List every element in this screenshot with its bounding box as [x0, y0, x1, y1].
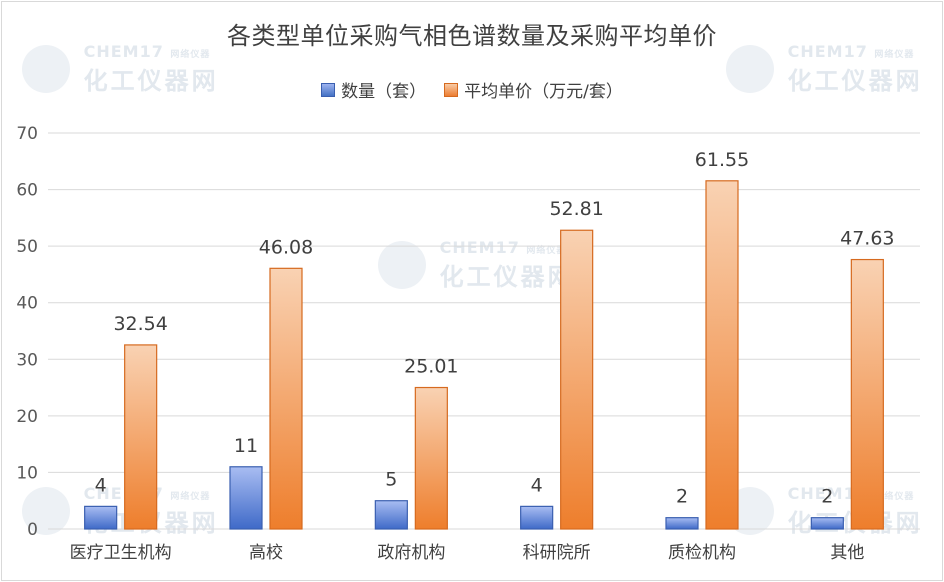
legend-item-price: 平均单价（万元/套） [444, 77, 623, 102]
bar-price [705, 180, 739, 530]
y-tick-label: 20 [16, 407, 38, 427]
legend-item-quantity: 数量（套） [321, 77, 426, 102]
data-label-price: 25.01 [404, 356, 458, 378]
legend-label-quantity: 数量（套） [341, 82, 427, 102]
bar-price [560, 229, 594, 530]
chart-title: 各类型单位采购气相色谱数量及采购平均单价 [227, 22, 717, 50]
x-category-label: 政府机构 [377, 543, 445, 563]
bar-price [414, 386, 448, 530]
y-tick-label: 50 [16, 237, 38, 257]
y-tick-label: 60 [16, 181, 38, 201]
data-label-quantity: 11 [234, 435, 258, 457]
y-tick-label: 0 [27, 520, 38, 540]
bar-quantity [520, 505, 554, 530]
data-label-price: 32.54 [113, 313, 167, 335]
x-category-label: 科研院所 [523, 543, 591, 563]
x-category-label: 其他 [830, 543, 864, 563]
x-category-label: 质检机构 [668, 543, 736, 563]
data-label-quantity: 5 [385, 469, 397, 491]
legend-swatch-orange [444, 82, 459, 97]
bar-quantity [229, 466, 263, 530]
x-category-label: 高校 [249, 543, 283, 563]
y-tick-label: 30 [16, 350, 38, 370]
y-tick-label: 70 [16, 124, 38, 144]
legend-swatch-blue [321, 82, 336, 97]
data-label-price: 46.08 [259, 236, 313, 258]
data-label-quantity: 4 [95, 474, 107, 496]
data-label-price: 61.55 [695, 149, 749, 171]
chart-legend: 数量（套） 平均单价（万元/套） [0, 77, 944, 102]
bar-quantity [810, 517, 844, 530]
data-label-price: 52.81 [549, 198, 603, 220]
bar-price [269, 267, 303, 530]
data-label-quantity: 4 [531, 474, 543, 496]
data-label-quantity: 2 [821, 486, 833, 508]
bar-price [124, 344, 158, 530]
bar-quantity [374, 500, 408, 530]
legend-label-price: 平均单价（万元/套） [464, 82, 623, 102]
data-label-quantity: 2 [676, 486, 688, 508]
x-category-label: 医疗卫生机构 [70, 543, 172, 563]
bar-price [850, 258, 884, 530]
bar-quantity [665, 517, 699, 530]
y-tick-label: 40 [16, 294, 38, 314]
data-label-price: 47.63 [840, 228, 894, 250]
y-tick-label: 10 [16, 463, 38, 483]
bar-quantity [84, 505, 118, 530]
